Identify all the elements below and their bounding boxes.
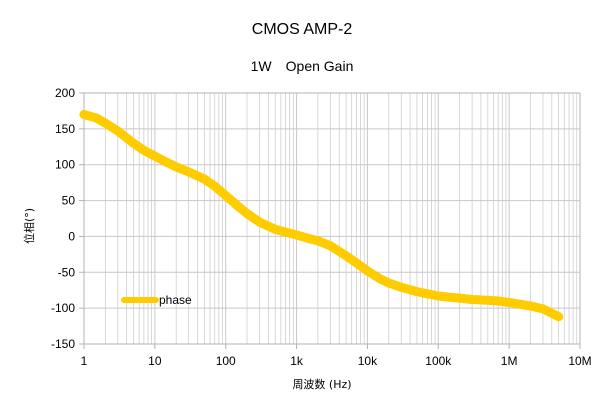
x-tick-label: 1k: [290, 354, 304, 368]
data-point-phase: [362, 266, 372, 276]
data-point-phase: [210, 181, 220, 191]
data-point-phase: [384, 278, 394, 288]
series-phase: [79, 110, 564, 322]
y-axis-ticks: 200 150 100 50 0 -50 -100 -150: [51, 86, 84, 351]
data-point-phase: [325, 241, 335, 251]
y-tick-label: -100: [51, 301, 75, 315]
data-point-phase: [554, 312, 564, 322]
data-point-phase: [412, 287, 422, 297]
data-point-phase: [221, 191, 231, 201]
x-tick-label: 10M: [568, 354, 591, 368]
x-tick-label: 10: [148, 354, 162, 368]
data-point-phase: [199, 174, 209, 184]
y-tick-label: 150: [55, 122, 75, 136]
y-tick-label: 100: [55, 158, 75, 172]
x-tick-label: 100k: [425, 354, 452, 368]
x-tick-label: 1: [81, 354, 88, 368]
data-point-phase: [242, 208, 252, 218]
legend: phase: [121, 293, 192, 307]
y-tick-label: 50: [62, 194, 76, 208]
data-point-phase: [504, 297, 514, 307]
data-point-phase: [351, 258, 361, 268]
data-point-phase: [304, 234, 314, 244]
data-point-phase: [171, 162, 181, 172]
data-point-phase: [270, 224, 280, 234]
data-point-phase: [422, 289, 432, 299]
data-point-phase: [79, 110, 89, 120]
data-point-phase: [455, 293, 465, 303]
data-point-phase: [281, 227, 291, 237]
data-point-phase: [129, 138, 139, 148]
data-point-phase: [233, 201, 243, 211]
y-tick-label: -50: [58, 265, 76, 279]
y-tick-label: 0: [68, 229, 75, 243]
y-tick-label: 200: [55, 86, 75, 100]
data-point-phase: [91, 113, 101, 123]
data-point-phase: [538, 304, 548, 314]
data-point-phase: [162, 158, 172, 168]
data-point-phase: [396, 282, 406, 292]
x-tick-label: 10k: [358, 354, 378, 368]
data-point-phase: [483, 295, 493, 305]
plot-area-border: [83, 92, 581, 345]
legend-label-phase: phase: [159, 293, 192, 307]
data-point-phase: [433, 291, 443, 301]
x-tick-label: 100: [216, 354, 236, 368]
data-point-phase: [375, 274, 385, 284]
chart-subtitle: 1W Open Gain: [251, 58, 354, 74]
data-point-phase: [255, 217, 265, 227]
data-point-phase: [446, 292, 456, 302]
data-point-phase: [100, 118, 110, 128]
data-point-phase: [493, 296, 503, 306]
x-axis-ticks: 1 10 100 1k 10k 100k 1M 10M: [81, 344, 592, 368]
data-point-phase: [341, 251, 351, 261]
data-point-phase: [292, 230, 302, 240]
data-point-phase: [313, 236, 323, 246]
x-tick-label: 1M: [501, 354, 518, 368]
chart-title: CMOS AMP-2: [252, 21, 353, 38]
data-point-phase: [150, 151, 160, 161]
data-point-phase: [139, 145, 149, 155]
data-point-phase: [525, 301, 535, 311]
data-point-phase: [467, 295, 477, 305]
y-axis-label: 位相(°): [22, 208, 36, 244]
data-point-phase: [113, 126, 123, 136]
data-point-phase: [517, 300, 527, 310]
y-tick-label: -150: [51, 337, 75, 351]
x-axis-label: 周波数 (Hz): [292, 378, 351, 391]
data-point-phase: [184, 167, 194, 177]
